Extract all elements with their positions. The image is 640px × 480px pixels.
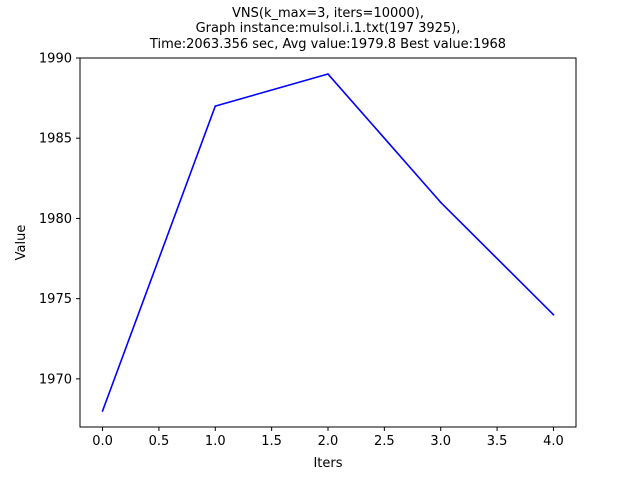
x-tick-label: 1.0 [205, 434, 226, 449]
x-tick-label: 4.0 [543, 434, 564, 449]
title-line-3: Time:2063.356 sec, Avg value:1979.8 Best… [149, 37, 506, 52]
y-tick-label: 1980 [39, 212, 72, 227]
y-axis-label: Value [14, 225, 29, 261]
plot-area [101, 73, 555, 412]
y-tick-label: 1990 [39, 52, 72, 67]
data-point [439, 201, 442, 204]
x-tick-label: 3.5 [487, 434, 508, 449]
y-tick-label: 1985 [39, 132, 72, 147]
y-tick-label: 1970 [39, 372, 72, 387]
axes-ticks: 0.0 0.5 1.0 1.5 2.0 2.5 3.0 3.5 4.0 1970 1975 1980 1… [39, 52, 564, 450]
data-point [214, 105, 217, 108]
plot-frame [79, 57, 577, 428]
chart-title: VNS(k_max=3, iters=10000), Graph instanc… [149, 6, 506, 52]
x-axis-label: Iters [313, 456, 342, 471]
x-tick-label: 2.0 [318, 434, 339, 449]
title-line-2: Graph instance:mulsol.i.1.txt(197 3925), [196, 21, 461, 36]
title-line-1: VNS(k_max=3, iters=10000), [232, 6, 424, 21]
data-point [552, 313, 555, 316]
x-tick-label: 2.5 [374, 434, 395, 449]
x-tick-label: 3.0 [430, 434, 451, 449]
data-point [101, 410, 104, 412]
x-tick-label: 1.5 [261, 434, 282, 449]
x-tick-label: 0.5 [149, 434, 170, 449]
y-tick-label: 1975 [39, 292, 72, 307]
series-line [101, 73, 555, 412]
data-point [327, 73, 329, 75]
x-tick-label: 0.0 [92, 434, 113, 449]
